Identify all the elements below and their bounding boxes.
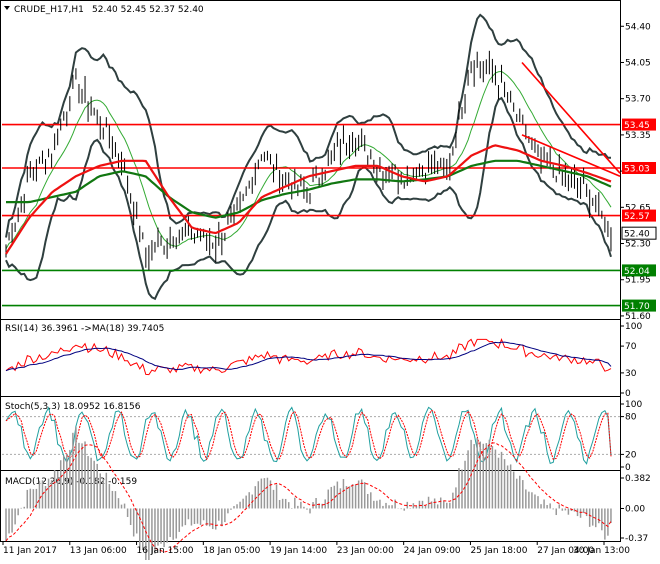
rsi-pane bbox=[5, 337, 612, 376]
macd-title: MACD(12,26,9) -0.182 -0.159 bbox=[5, 477, 137, 487]
symbol-label: CRUDE_H17,H1 bbox=[14, 5, 84, 15]
price-tick-label: 51.60 bbox=[625, 312, 651, 322]
rsi-axis: 100 70 30 0 bbox=[620, 322, 642, 399]
rsi-tick-label: 100 bbox=[625, 322, 642, 332]
stoch-tick-label: 100 bbox=[625, 400, 642, 410]
rsi-tick-label: 0 bbox=[625, 389, 631, 399]
trend-line-2 bbox=[521, 134, 621, 178]
level-tag-label-4: 51.70 bbox=[624, 302, 650, 312]
macd-axis: 0.382 0.00 -0.37 bbox=[620, 474, 651, 544]
time-tick-label: 13 Jan 06:00 bbox=[70, 546, 127, 556]
price-tick-label: 54.05 bbox=[625, 58, 651, 68]
rsi-ma-line bbox=[5, 341, 612, 372]
price-tick-label: 52.30 bbox=[625, 240, 651, 250]
price-tick-label: 52.65 bbox=[625, 203, 651, 213]
stoch-title: Stoch(5,3,3) 18.0952 16.8156 bbox=[5, 402, 141, 412]
stoch-signal-line bbox=[5, 409, 612, 461]
price-tick-label: 53.70 bbox=[625, 95, 651, 105]
moving-averages bbox=[5, 144, 612, 255]
time-tick-label: 30 Jan 13:00 bbox=[573, 546, 630, 556]
trend-line-1 bbox=[521, 61, 621, 174]
stoch-tick-label: 80 bbox=[625, 413, 637, 423]
trend-lines bbox=[521, 61, 621, 178]
stoch-main-line bbox=[5, 406, 612, 465]
time-tick-label: 27 Jan 04:00 bbox=[537, 546, 594, 556]
level-tags: 53.45 53.03 52.57 52.04 51.70 52.40 bbox=[621, 118, 657, 312]
price-tick-label: 53.35 bbox=[625, 131, 651, 141]
time-tick-label: 11 Jan 2017 bbox=[3, 546, 57, 556]
bollinger-upper bbox=[5, 13, 611, 238]
ma-red-line bbox=[5, 144, 612, 255]
macd-tick-label: 0.00 bbox=[625, 504, 645, 514]
time-tick-label: 18 Jan 05:00 bbox=[203, 546, 260, 556]
stoch-tick-label: 0 bbox=[625, 463, 631, 473]
macd-tick-label: 0.382 bbox=[625, 474, 651, 484]
current-price-label: 52.40 bbox=[624, 230, 650, 240]
chart-frame bbox=[0, 0, 621, 542]
time-tick-label: 24 Jan 09:00 bbox=[404, 546, 461, 556]
time-axis: 11 Jan 2017 13 Jan 06:00 16 Jan 15:00 18 Ja… bbox=[2, 541, 630, 556]
stoch-tick-label: 20 bbox=[625, 450, 637, 460]
macd-tick-label: -0.37 bbox=[625, 534, 648, 544]
time-tick-label: 23 Jan 00:00 bbox=[337, 546, 394, 556]
time-tick-label: 25 Jan 18:00 bbox=[470, 546, 527, 556]
stoch-pane bbox=[2, 406, 620, 465]
bollinger-middle bbox=[5, 70, 612, 250]
time-tick-label: 16 Jan 15:00 bbox=[137, 546, 194, 556]
macd-signal-line bbox=[5, 442, 612, 553]
macd-pane bbox=[5, 427, 612, 563]
level-tag-1 bbox=[622, 162, 656, 174]
time-tick-label: 19 Jan 14:00 bbox=[270, 546, 327, 556]
horizontal-levels bbox=[2, 123, 620, 307]
level-tag-4 bbox=[622, 299, 656, 312]
level-tag-0 bbox=[622, 118, 656, 131]
bollinger-bands bbox=[5, 13, 612, 301]
stoch-axis: 100 80 20 0 bbox=[620, 400, 642, 473]
dropdown-triangle-icon[interactable] bbox=[4, 6, 10, 10]
price-tick-label: 54.40 bbox=[625, 22, 651, 32]
price-tick-label: 51.95 bbox=[625, 276, 651, 286]
level-tag-3 bbox=[622, 264, 656, 277]
level-tag-label-3: 52.04 bbox=[624, 267, 650, 277]
current-price-tag bbox=[621, 226, 657, 240]
level-tag-2 bbox=[622, 209, 656, 222]
bollinger-lower bbox=[5, 96, 612, 301]
ma-green-line bbox=[6, 159, 612, 219]
rsi-tick-label: 30 bbox=[625, 369, 637, 379]
ohlc-label: 52.40 52.45 52.37 52.40 bbox=[92, 5, 204, 15]
rsi-title: RSI(14) 36.3961 ->MA(18) 39.7405 bbox=[5, 324, 164, 334]
level-tag-label-0: 53.45 bbox=[624, 121, 650, 131]
rsi-tick-label: 70 bbox=[625, 342, 637, 352]
level-tag-label-1: 53.03 bbox=[624, 165, 650, 175]
level-tag-label-2: 52.57 bbox=[624, 212, 650, 222]
